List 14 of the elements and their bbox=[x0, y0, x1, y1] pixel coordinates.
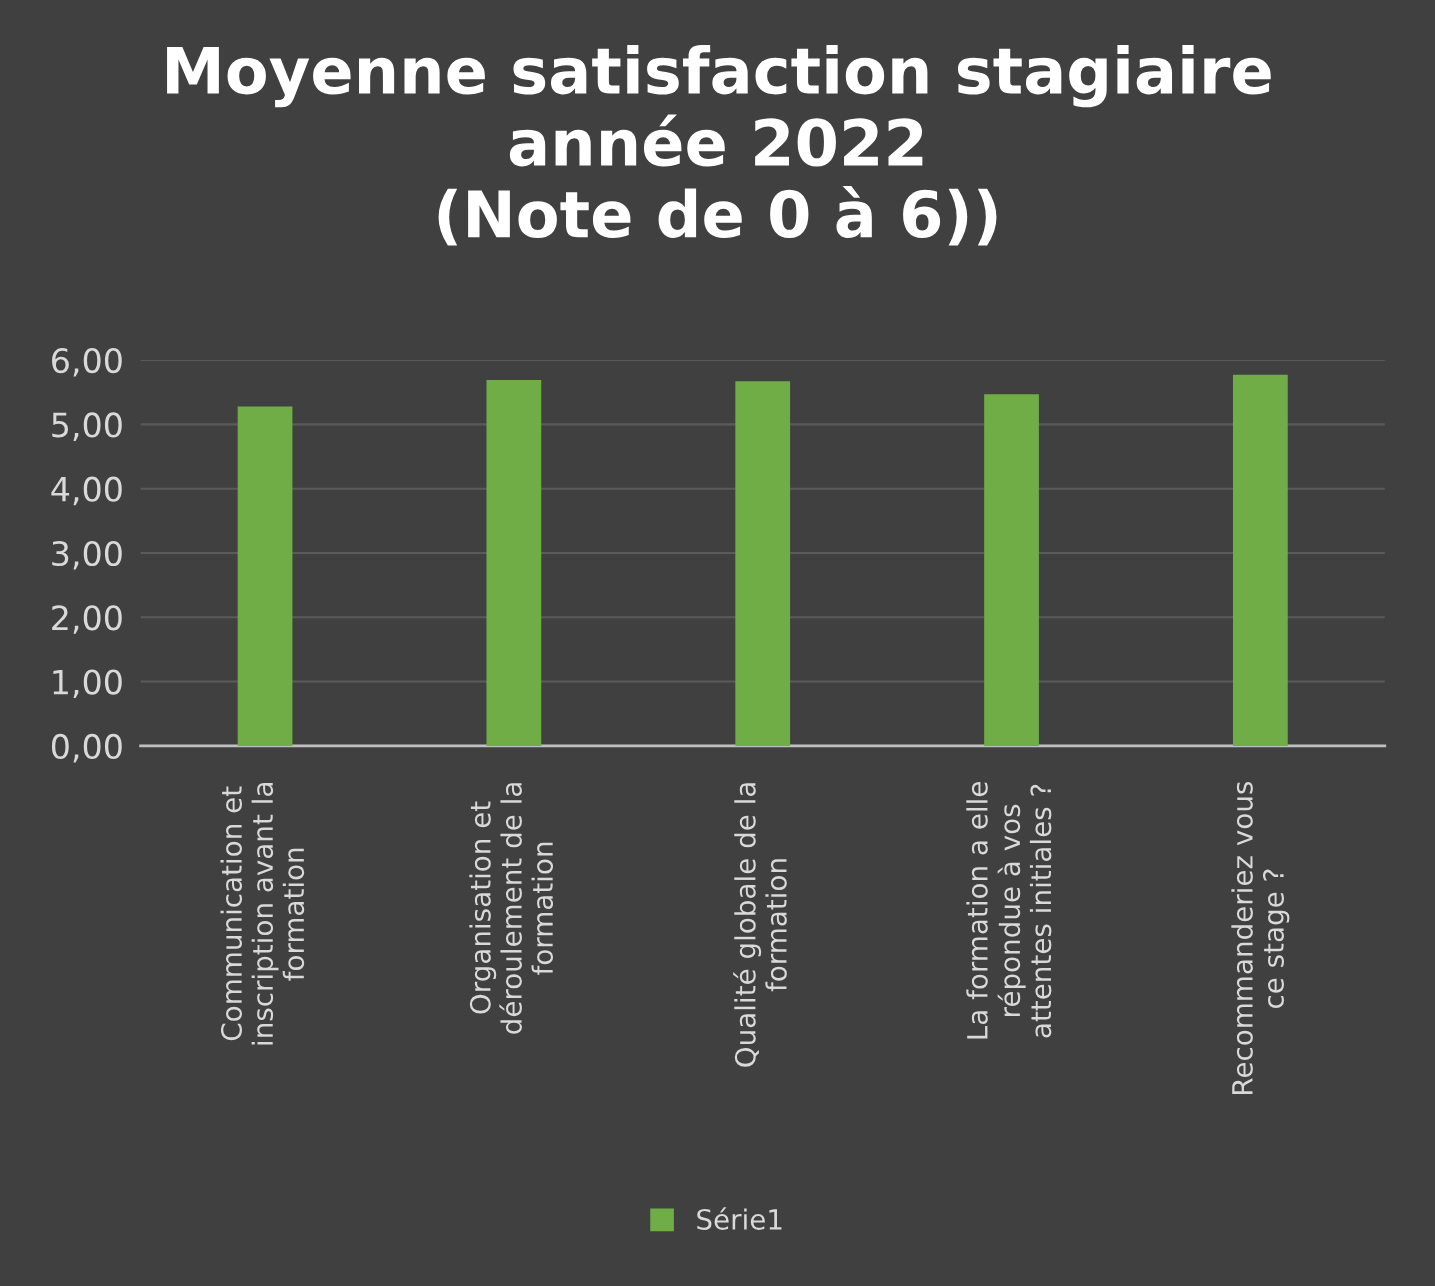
x-tick-label: Organisation et déroulement de la formation bbox=[469, 783, 554, 1034]
y-tick-label: 4,00 bbox=[51, 476, 122, 506]
x-tick-label: Qualité globale de la formation bbox=[733, 783, 787, 1067]
y-tick-label: 0,00 bbox=[51, 733, 122, 763]
y-tick-label: 5,00 bbox=[52, 412, 122, 441]
y-tick-label: 1,00 bbox=[53, 669, 122, 699]
y-tick-label: 6,00 bbox=[52, 348, 122, 377]
y-tick-label: 2,00 bbox=[52, 605, 122, 634]
legend-label: Série1 bbox=[697, 1207, 782, 1230]
chart-title: Moyenne satisfaction stagiaire année 2022 (Note de 0 à 6)) bbox=[167, 45, 1271, 246]
x-tick-label: La formation a elle répondue à vos attentes initiales ? bbox=[966, 782, 1052, 1039]
y-tick-label: 3,00 bbox=[52, 540, 122, 570]
x-tick-label: Communication et inscription avant la formation bbox=[220, 783, 305, 1045]
x-tick-label: Recommanderiez vous ce stage ? bbox=[1231, 781, 1290, 1094]
